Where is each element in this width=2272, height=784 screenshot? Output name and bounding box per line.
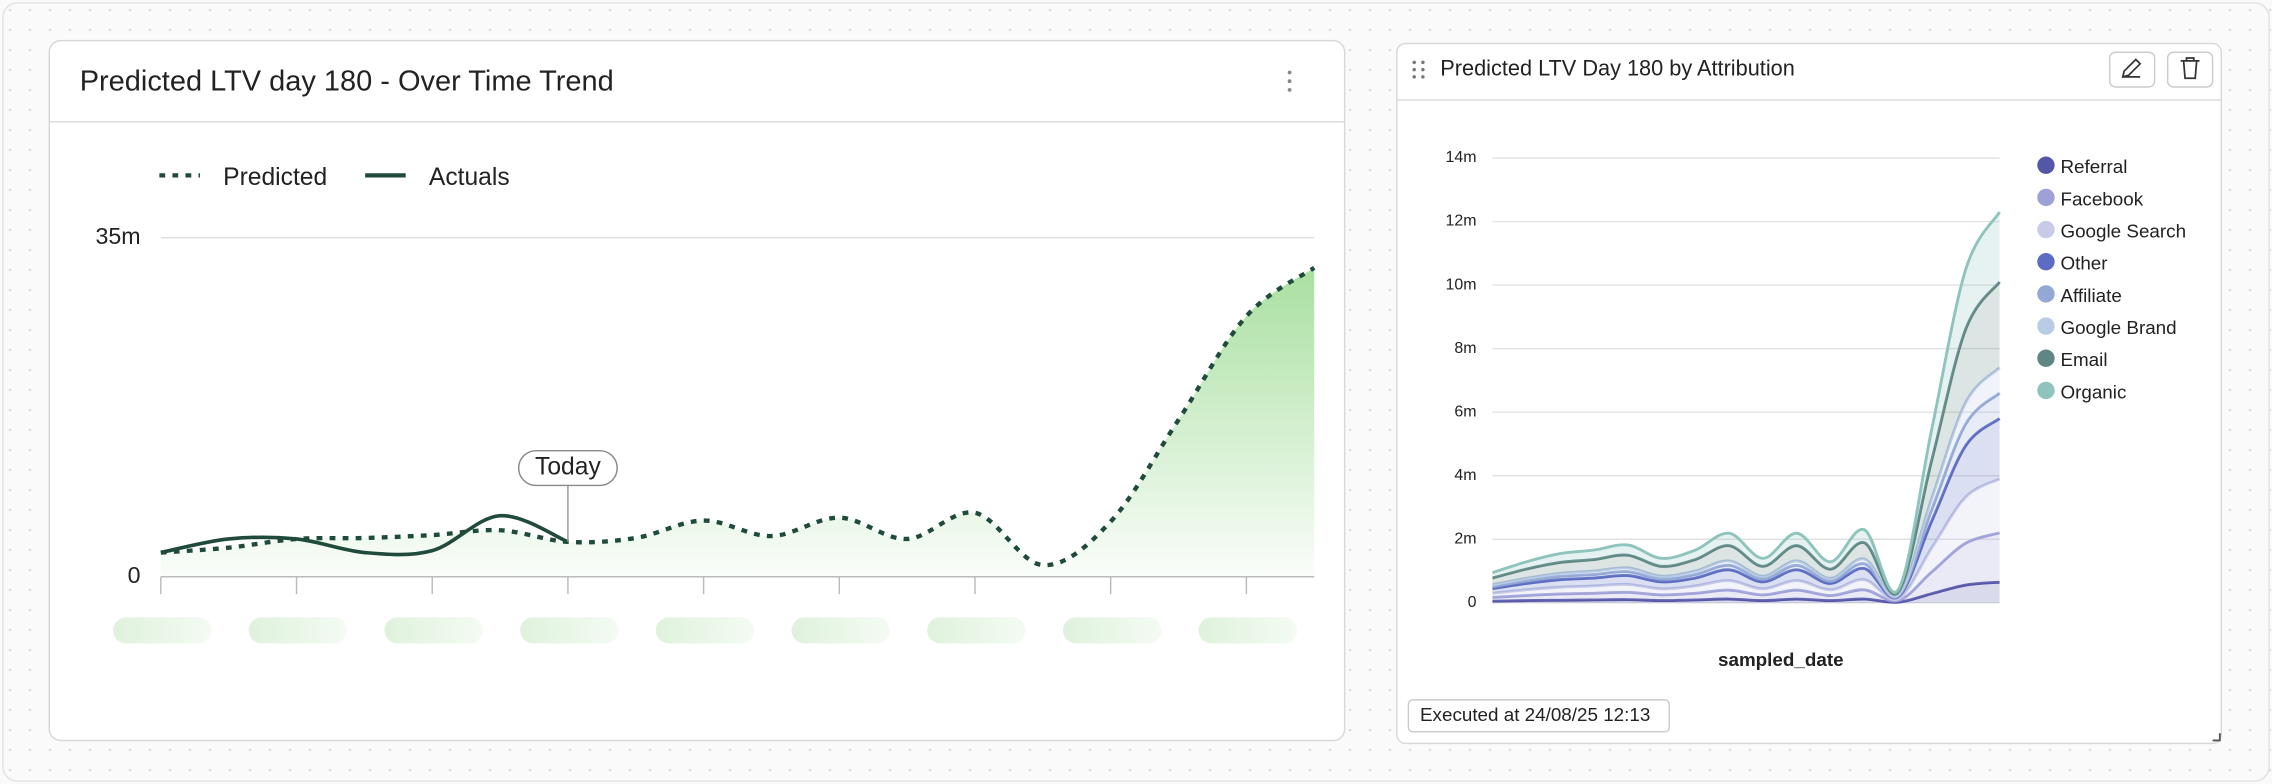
x-tick-label-placeholder [927, 617, 1026, 644]
y-tick-label: 0 [1468, 594, 1477, 611]
x-tick-label-placeholder [113, 617, 212, 644]
x-tick-label-placeholder [655, 617, 755, 644]
delete-button[interactable] [2166, 51, 2214, 88]
legend-label: Actuals [429, 164, 510, 191]
y-tick-label: 8m [1454, 340, 1476, 357]
menu-button[interactable] [1287, 70, 1292, 92]
area-line [1492, 280, 2001, 596]
area-line [1492, 417, 2001, 600]
area-line [1492, 580, 2000, 604]
edit-button[interactable] [2108, 51, 2156, 88]
legend-label: Email [2060, 349, 2107, 370]
y-tick-label: 10m [1446, 276, 1477, 293]
drag-handle[interactable] [1412, 60, 1425, 79]
legend-label: Facebook [2060, 188, 2143, 209]
x-tick-label-placeholder [248, 617, 348, 644]
x-tick-label-placeholder [791, 617, 891, 644]
x-tick-label-placeholder [520, 617, 619, 644]
legend-label: Organic [2060, 381, 2126, 402]
legend-swatch [2037, 381, 2055, 400]
x-axis-label: sampled_date [1718, 649, 1844, 670]
x-tick-label-placeholder [1062, 617, 1162, 644]
legend-swatch [2037, 188, 2055, 207]
y-tick-label: 2m [1454, 530, 1476, 547]
x-tick-label-placeholder [384, 617, 483, 644]
line [160, 513, 569, 557]
resize-handle[interactable] [2212, 733, 2221, 742]
y-tick-label: 4m [1454, 467, 1476, 484]
legend-swatch [2037, 285, 2055, 303]
area-line [1492, 391, 2001, 599]
legend-swatch [2037, 156, 2055, 174]
annotation-box [517, 449, 618, 487]
legend-swatch [2037, 349, 2055, 367]
y-tick-label: 0 [128, 562, 141, 588]
legend-label: Affiliate [2060, 285, 2121, 306]
area-line [1492, 366, 2001, 598]
legend-label: Referral [2060, 156, 2127, 177]
y-tick-label: 14m [1446, 149, 1477, 166]
y-tick-label: 12m [1446, 213, 1477, 230]
legend-label: Google Brand [2060, 317, 2176, 338]
footer-text: Executed at 24/08/25 12:13 [1420, 704, 1650, 725]
annotation-label: Today [535, 454, 601, 481]
card-title: Predicted LTV day 180 - Over Time Trend [80, 65, 614, 97]
x-tick-label-placeholder [1198, 617, 1298, 644]
area-line [1492, 211, 2001, 594]
legend-label: Predicted [223, 164, 327, 191]
legend-label: Other [2060, 253, 2107, 274]
footer-badge: Executed at 24/08/25 12:13 [1407, 699, 1670, 733]
area-line [1492, 531, 2001, 603]
area [160, 267, 1315, 577]
y-tick-label: 35m [95, 223, 140, 249]
area-line [1492, 477, 2001, 601]
card [1396, 42, 2223, 745]
y-tick-label: 6m [1454, 403, 1476, 420]
legend-swatch [2037, 253, 2055, 271]
legend-swatch [2037, 317, 2055, 335]
line [160, 265, 1316, 568]
legend-label: Google Search [2060, 220, 2186, 241]
card-title: Predicted LTV Day 180 by Attribution [1440, 55, 1795, 80]
legend-swatch [2037, 220, 2055, 239]
